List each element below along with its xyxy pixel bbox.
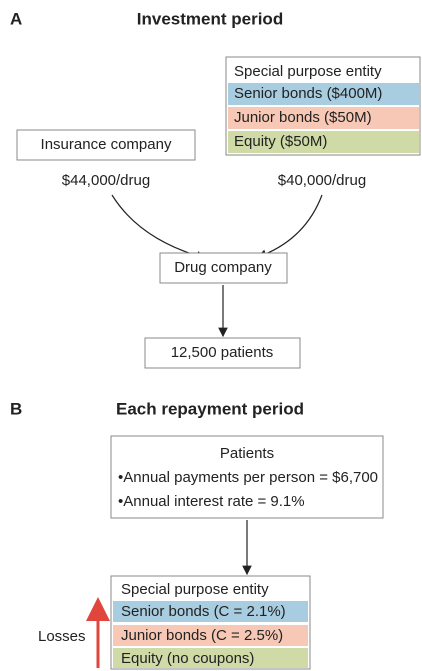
patients-title: Patients [220,445,274,462]
drug-company-label: Drug company [174,259,272,276]
drug-company-box [159,252,288,284]
spe-row: Senior bonds ($400M) [234,85,382,102]
spe-row: Junior bonds (C = 2.5%) [121,627,283,644]
equity-row [228,131,419,153]
insurance-payment: $44,000/drug [62,172,150,189]
spe-row: Equity ($50M) [234,133,327,150]
equity-row [113,648,308,668]
bullet: •Annual payments per person = $6,700 [118,469,378,486]
insurance-label: Insurance company [41,136,172,153]
patients-box [144,337,301,369]
arrow [111,194,207,261]
losses-label: Losses [38,628,86,645]
spe-payment: $40,000/drug [278,172,366,189]
insurance-box [16,129,196,161]
panel-label: B [10,399,22,418]
spe-row: Senior bonds (C = 2.1%) [121,603,286,620]
senior-row [228,83,419,105]
bullet: •Annual interest rate = 9.1% [118,493,305,510]
junior-row [228,107,419,129]
patients-label: 12,500 patients [171,344,274,361]
senior-row [113,601,308,622]
spe-title: Special purpose entity [121,581,269,598]
arrow [256,194,323,259]
spe-row: Junior bonds ($50M) [234,109,372,126]
panel-title: Each repayment period [116,399,304,418]
patients-box [110,435,384,519]
panel-title: Investment period [137,9,283,28]
junior-row [113,625,308,646]
panel-label: A [10,9,22,28]
spe-row: Equity (no coupons) [121,650,254,667]
spe-title: Special purpose entity [234,63,382,80]
